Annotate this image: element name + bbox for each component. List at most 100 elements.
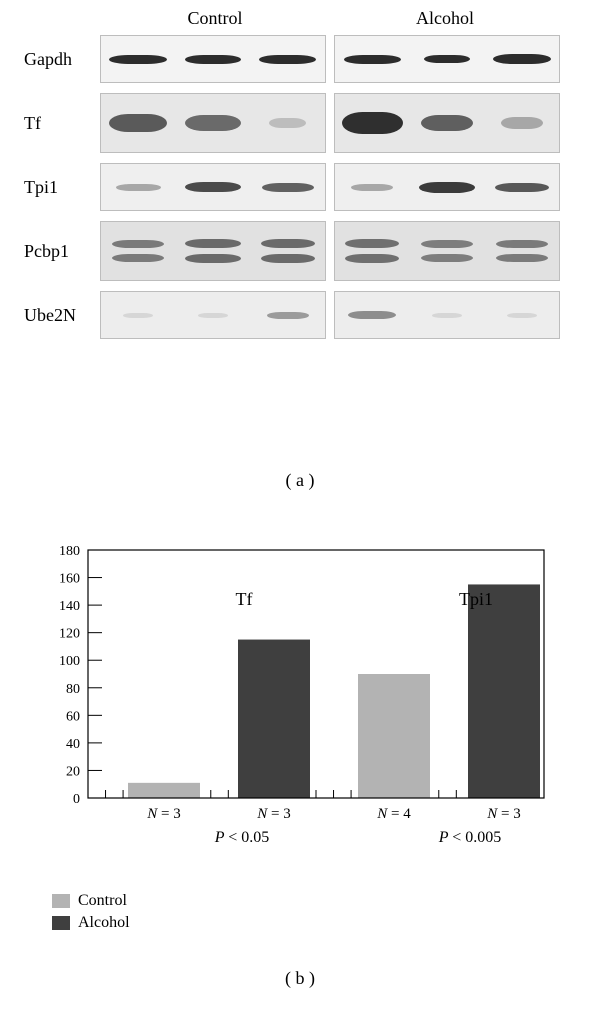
blot-lane xyxy=(176,164,251,210)
legend-swatch xyxy=(52,916,70,930)
y-tick-label: 120 xyxy=(59,627,80,642)
blot-band xyxy=(344,55,401,64)
y-tick-label: 140 xyxy=(59,599,80,614)
blot-lane xyxy=(250,164,325,210)
y-tick-label: 0 xyxy=(73,792,80,807)
blot-row: Pcbp1 xyxy=(20,221,560,281)
blot-lane xyxy=(484,292,559,338)
blot-band xyxy=(262,183,314,192)
y-tick-label: 180 xyxy=(59,544,80,559)
blot-box xyxy=(334,93,560,153)
blot-lane xyxy=(410,94,485,152)
blot-row-label: Ube2N xyxy=(20,305,100,326)
group-title: Tpi1 xyxy=(459,589,493,609)
blot-lane xyxy=(410,36,485,82)
blot-band xyxy=(185,115,240,131)
blot-band xyxy=(185,254,240,263)
bar xyxy=(468,584,540,798)
blot-band xyxy=(421,254,473,262)
blot-lane xyxy=(335,222,410,280)
blot-band xyxy=(267,312,309,319)
p-value-label: P < 0.05 xyxy=(214,829,270,846)
blot-lane xyxy=(250,36,325,82)
blot-band xyxy=(342,112,403,134)
blot-band xyxy=(112,254,164,262)
blot-lane xyxy=(335,94,410,152)
blot-row: Ube2N xyxy=(20,291,560,339)
blot-band xyxy=(496,254,548,262)
bar-n-label: N = 3 xyxy=(146,806,180,822)
blot-pair xyxy=(100,163,560,211)
blot-lane xyxy=(335,36,410,82)
blot-lane xyxy=(484,94,559,152)
blot-box xyxy=(334,221,560,281)
legend-item: Alcohol xyxy=(52,914,130,932)
legend-label: Control xyxy=(78,892,127,910)
blot-lane xyxy=(176,292,251,338)
blot-lane xyxy=(101,222,176,280)
blot-band xyxy=(493,54,551,64)
blot-band xyxy=(501,117,543,129)
blot-group-headers: Control Alcohol xyxy=(100,8,560,29)
blot-lane xyxy=(176,36,251,82)
blot-band xyxy=(109,55,167,64)
blot-band xyxy=(185,55,240,64)
bar-n-label: N = 3 xyxy=(256,806,290,822)
blot-band xyxy=(348,311,396,319)
blot-row: Gapdh xyxy=(20,35,560,83)
blot-box xyxy=(334,35,560,83)
blot-row: Tpi1 xyxy=(20,163,560,211)
blot-band xyxy=(424,55,470,63)
y-tick-label: 20 xyxy=(66,764,80,779)
blot-band xyxy=(185,182,240,192)
blot-band xyxy=(421,240,473,248)
blot-band xyxy=(112,240,164,248)
panel-a-caption: ( a ) xyxy=(0,470,600,491)
blot-row-label: Tf xyxy=(20,113,100,134)
blot-lane xyxy=(484,222,559,280)
bar xyxy=(128,783,200,798)
blot-lane xyxy=(410,222,485,280)
blot-band xyxy=(123,313,153,318)
p-value-label: P < 0.005 xyxy=(438,829,502,846)
blot-lane xyxy=(176,94,251,152)
blot-box xyxy=(100,35,326,83)
figure-root: Control Alcohol Gapdh Tf Tpi1 Pcbp1 Ube2N ( … xyxy=(0,0,600,1024)
blot-row-label: Tpi1 xyxy=(20,177,100,198)
blot-lane xyxy=(484,36,559,82)
panel-b: 020406080100120140160180N = 3N = 3TfP < … xyxy=(44,540,550,850)
y-tick-label: 100 xyxy=(59,654,80,669)
bar-n-label: N = 4 xyxy=(376,806,411,822)
blot-band xyxy=(116,184,161,191)
blot-lane xyxy=(410,292,485,338)
blot-band xyxy=(507,313,537,318)
blot-row-label: Pcbp1 xyxy=(20,241,100,262)
chart-legend: Control Alcohol xyxy=(52,892,130,936)
y-tick-label: 160 xyxy=(59,572,80,587)
blot-box xyxy=(100,291,326,339)
bar-n-label: N = 3 xyxy=(486,806,520,822)
legend-item: Control xyxy=(52,892,130,910)
blot-band xyxy=(432,313,462,318)
blot-lane xyxy=(410,164,485,210)
blot-band xyxy=(185,239,240,248)
blot-band xyxy=(198,313,228,318)
blot-lane xyxy=(484,164,559,210)
blot-lane xyxy=(101,292,176,338)
blot-lane xyxy=(176,222,251,280)
panel-a: Control Alcohol Gapdh Tf Tpi1 Pcbp1 Ube2N xyxy=(20,8,560,349)
blot-band xyxy=(421,115,473,131)
blot-band xyxy=(109,114,167,132)
bar xyxy=(358,674,430,798)
legend-label: Alcohol xyxy=(78,914,130,932)
blot-band xyxy=(345,239,399,248)
blot-band xyxy=(259,55,316,64)
y-tick-label: 80 xyxy=(66,682,80,697)
blot-band xyxy=(345,254,399,263)
blot-lane xyxy=(250,292,325,338)
blot-lane xyxy=(335,164,410,210)
blot-band xyxy=(261,239,315,248)
group-title: Tf xyxy=(236,589,253,609)
header-alcohol: Alcohol xyxy=(330,8,560,29)
blot-pair xyxy=(100,291,560,339)
